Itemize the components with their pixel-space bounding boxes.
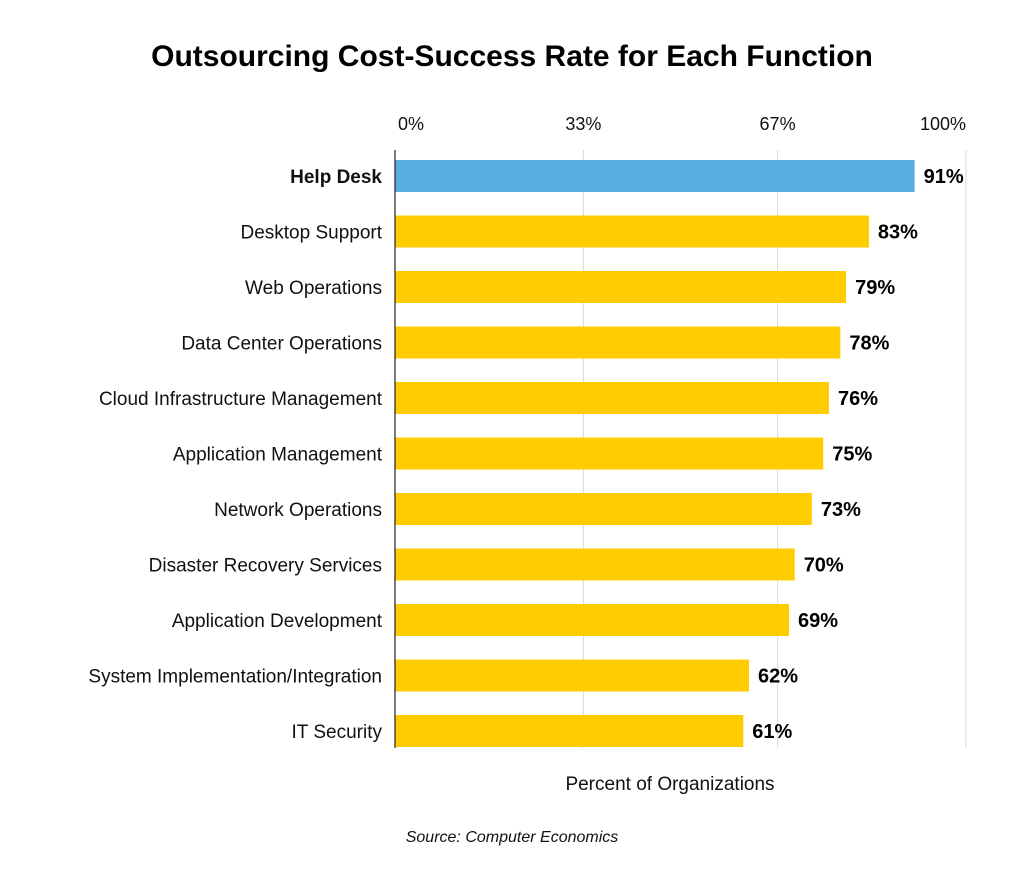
value-label: 70%	[804, 555, 844, 577]
value-labels: 91% 83% 79% 78% 76% 75% 73% 70% 69% 62% 61%	[752, 166, 964, 743]
bar	[395, 493, 812, 525]
bar	[395, 548, 795, 581]
bar	[395, 215, 869, 248]
bar	[395, 326, 841, 359]
value-label: 79%	[855, 277, 895, 299]
value-label: 61%	[752, 721, 792, 743]
x-tick-label: 67%	[760, 114, 796, 134]
value-label: 78%	[849, 333, 889, 355]
value-label: 75%	[832, 444, 872, 466]
bar	[395, 715, 744, 747]
bar	[395, 160, 915, 192]
bar	[395, 271, 847, 303]
source-note: Source: Computer Economics	[406, 829, 619, 846]
value-label: 73%	[821, 499, 861, 521]
x-axis-label: Percent of Organizations	[565, 774, 774, 795]
category-label: Data Center Operations	[181, 334, 382, 355]
category-label: Desktop Support	[240, 223, 382, 244]
x-tick-label: 100%	[920, 114, 966, 134]
category-label: Help Desk	[290, 167, 382, 188]
bar	[395, 604, 789, 636]
category-label: Web Operations	[245, 278, 382, 299]
value-label: 91%	[924, 166, 964, 188]
category-label: Network Operations	[214, 500, 382, 521]
bar	[395, 437, 824, 470]
category-label: System Implementation/Integration	[88, 667, 382, 688]
chart-title: Outsourcing Cost-Success Rate for Each F…	[151, 40, 873, 73]
category-labels: Help Desk Desktop Support Web Operations Da…	[88, 167, 382, 743]
value-label: 76%	[838, 388, 878, 410]
x-axis-ticks: 0% 33% 67% 100%	[398, 114, 966, 134]
x-tick-label: 33%	[565, 114, 601, 134]
category-label: Cloud Infrastructure Management	[99, 389, 383, 410]
category-label: Application Development	[172, 611, 383, 632]
category-label: Disaster Recovery Services	[149, 556, 382, 577]
x-tick-label: 0%	[398, 114, 424, 134]
bars	[395, 160, 915, 747]
bar	[395, 659, 750, 692]
category-label: Application Management	[173, 445, 383, 466]
value-label: 62%	[758, 666, 798, 688]
value-label: 83%	[878, 222, 918, 244]
bar	[395, 382, 829, 414]
category-label: IT Security	[292, 722, 383, 743]
value-label: 69%	[798, 610, 838, 632]
